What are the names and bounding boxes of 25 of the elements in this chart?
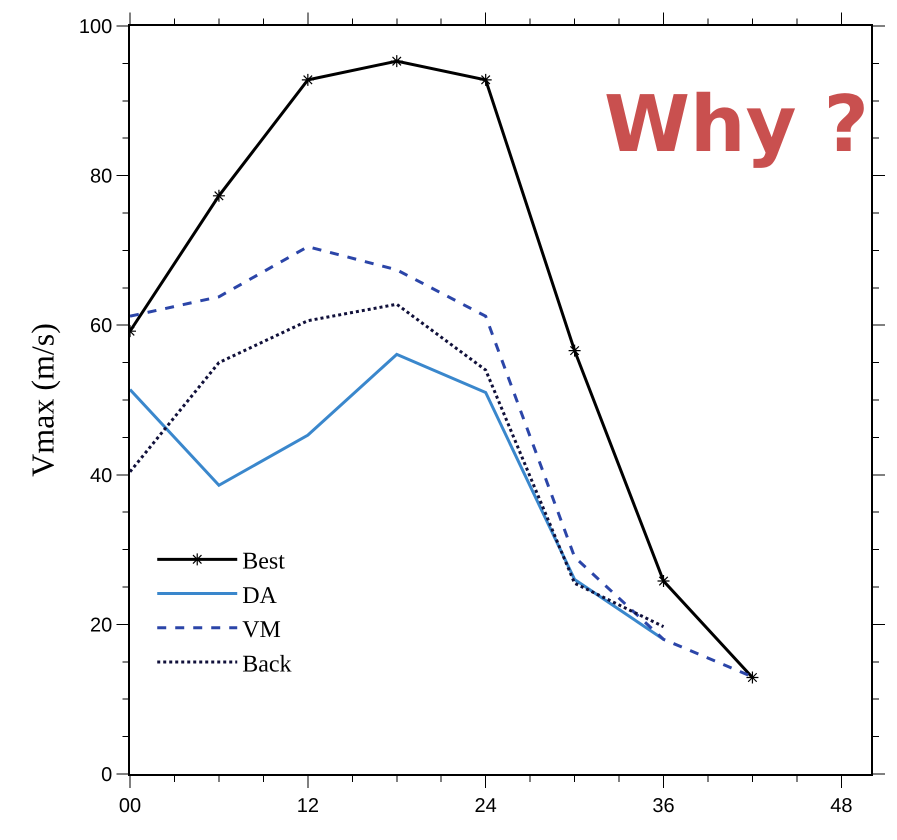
point — [390, 54, 404, 68]
y-axis-title: Vmax (m/s) — [24, 323, 61, 477]
y-tick-label: 60 — [90, 315, 112, 338]
legend-label: Best — [242, 548, 286, 575]
point — [746, 670, 760, 684]
x-tick-label: 12 — [296, 794, 319, 817]
y-tick-label: 20 — [90, 614, 112, 636]
point — [479, 73, 492, 86]
x-tick-label: 24 — [474, 794, 497, 817]
y-tick-label: 80 — [90, 166, 112, 188]
y-tick-label: 40 — [90, 464, 112, 487]
point — [568, 344, 582, 358]
legend-label: Back — [242, 651, 292, 678]
x-tick-label: 00 — [118, 794, 142, 817]
point — [301, 73, 314, 86]
legend-label: VM — [242, 617, 281, 644]
x-tick-label: 36 — [652, 794, 675, 817]
x-tick-label: 48 — [830, 794, 852, 817]
y-tick-label: 0 — [101, 764, 112, 786]
point — [656, 574, 670, 588]
y-tick-label: 100 — [78, 16, 112, 38]
annotation: Why ? — [604, 80, 869, 170]
point — [212, 189, 226, 202]
line-series — [130, 352, 666, 641]
legend-label: DA — [242, 582, 278, 609]
